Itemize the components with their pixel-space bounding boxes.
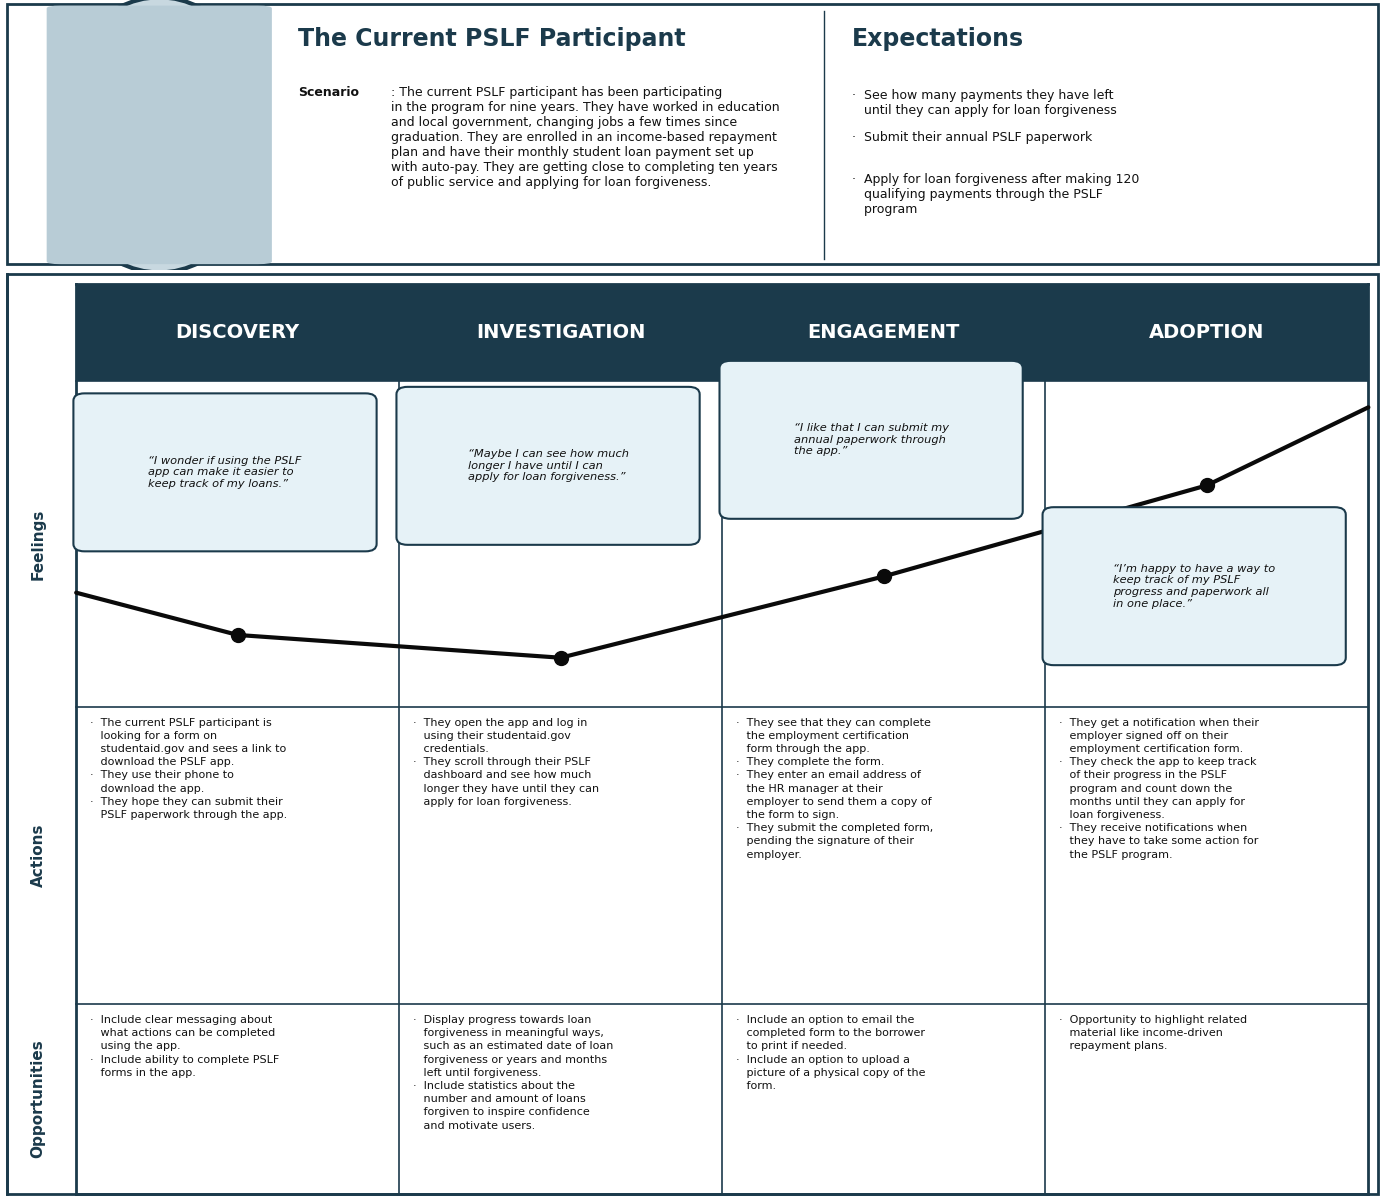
Text: ·  Include an option to email the
   completed form to the borrower
   to print : · Include an option to email the complet… [737,1016,925,1091]
FancyBboxPatch shape [73,393,377,552]
Text: Expectations: Expectations [852,26,1024,52]
Text: ADOPTION: ADOPTION [1150,323,1265,342]
Text: Opportunities: Opportunities [30,1040,46,1158]
FancyBboxPatch shape [720,361,1022,519]
Text: ·  See how many payments they have left
   until they can apply for loan forgive: · See how many payments they have left u… [852,89,1116,118]
Text: DISCOVERY: DISCOVERY [176,323,299,342]
Text: Feelings: Feelings [30,508,46,579]
Text: Scenario: Scenario [298,86,359,100]
Text: ·  Opportunity to highlight related
   material like income-driven
   repayment : · Opportunity to highlight related mater… [1060,1016,1248,1052]
Text: “Maybe I can see how much
longer I have until I can
apply for loan forgiveness.”: “Maybe I can see how much longer I have … [468,450,629,482]
FancyBboxPatch shape [7,4,1378,265]
Text: ENGAGEMENT: ENGAGEMENT [807,323,960,342]
FancyBboxPatch shape [76,284,1368,381]
Text: The Current PSLF Participant: The Current PSLF Participant [298,26,686,52]
Ellipse shape [53,0,266,272]
Text: : The current PSLF participant has been participating
in the program for nine ye: : The current PSLF participant has been … [391,86,780,189]
Text: ·  Submit their annual PSLF paperwork: · Submit their annual PSLF paperwork [852,131,1091,144]
Text: Actions: Actions [30,824,46,887]
Text: ·  They open the app and log in
   using their studentaid.gov
   credentials.
· : · They open the app and log in using the… [413,718,600,807]
Text: ·  They get a notification when their
   employer signed off on their
   employm: · They get a notification when their emp… [1060,718,1259,860]
Text: “I like that I can submit my
annual paperwork through
the app.”: “I like that I can submit my annual pape… [794,423,949,457]
Text: “I wonder if using the PSLF
app can make it easier to
keep track of my loans.”: “I wonder if using the PSLF app can make… [148,456,302,489]
Text: ·  They see that they can complete
   the employment certification
   form throu: · They see that they can complete the em… [737,718,933,860]
FancyBboxPatch shape [396,387,699,544]
Text: ·  Include clear messaging about
   what actions can be completed
   using the a: · Include clear messaging about what act… [90,1016,280,1078]
FancyBboxPatch shape [47,6,271,264]
Text: ·  Display progress towards loan
   forgiveness in meaningful ways,
   such as a: · Display progress towards loan forgiven… [413,1016,614,1131]
Text: ·  Apply for loan forgiveness after making 120
   qualifying payments through th: · Apply for loan forgiveness after makin… [852,173,1138,216]
Text: “I’m happy to have a way to
keep track of my PSLF
progress and paperwork all
in : “I’m happy to have a way to keep track o… [1114,564,1276,609]
FancyBboxPatch shape [7,275,1378,1194]
Text: INVESTIGATION: INVESTIGATION [476,323,645,342]
FancyBboxPatch shape [1043,507,1346,665]
Text: ·  The current PSLF participant is
   looking for a form on
   studentaid.gov an: · The current PSLF participant is lookin… [90,718,287,820]
